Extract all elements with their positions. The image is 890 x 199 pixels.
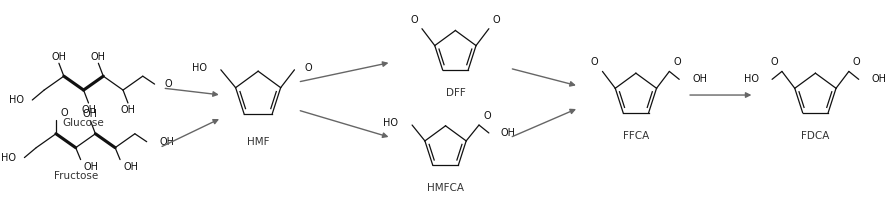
Text: O: O	[410, 15, 418, 25]
Text: OH: OH	[692, 74, 707, 84]
Text: O: O	[304, 63, 312, 73]
Text: OH: OH	[871, 74, 886, 84]
Text: HO: HO	[384, 118, 399, 128]
Text: HO: HO	[192, 63, 207, 73]
Text: OH: OH	[83, 109, 98, 119]
Text: HO: HO	[744, 74, 759, 84]
Text: Fructose: Fructose	[53, 172, 98, 181]
Text: OH: OH	[81, 105, 96, 115]
Text: OH: OH	[123, 162, 138, 172]
Text: OH: OH	[52, 52, 67, 62]
Text: OH: OH	[91, 52, 106, 62]
Text: O: O	[853, 58, 861, 67]
Text: O: O	[674, 58, 681, 67]
Text: OH: OH	[84, 162, 99, 172]
Text: O: O	[493, 15, 500, 25]
Text: O: O	[483, 111, 490, 121]
Text: Glucose: Glucose	[62, 118, 104, 128]
Text: HMF: HMF	[247, 137, 270, 147]
Text: HO: HO	[1, 153, 16, 163]
Text: DFF: DFF	[446, 88, 465, 98]
Text: HO: HO	[9, 95, 24, 105]
Text: O: O	[61, 108, 69, 118]
Text: FDCA: FDCA	[801, 131, 829, 141]
Text: OH: OH	[120, 105, 135, 115]
Text: OH: OH	[501, 128, 515, 138]
Text: O: O	[591, 58, 598, 67]
Text: O: O	[770, 58, 778, 67]
Text: FFCA: FFCA	[623, 131, 649, 141]
Text: O: O	[165, 79, 172, 89]
Text: HMFCA: HMFCA	[427, 183, 464, 193]
Text: OH: OH	[159, 137, 174, 147]
